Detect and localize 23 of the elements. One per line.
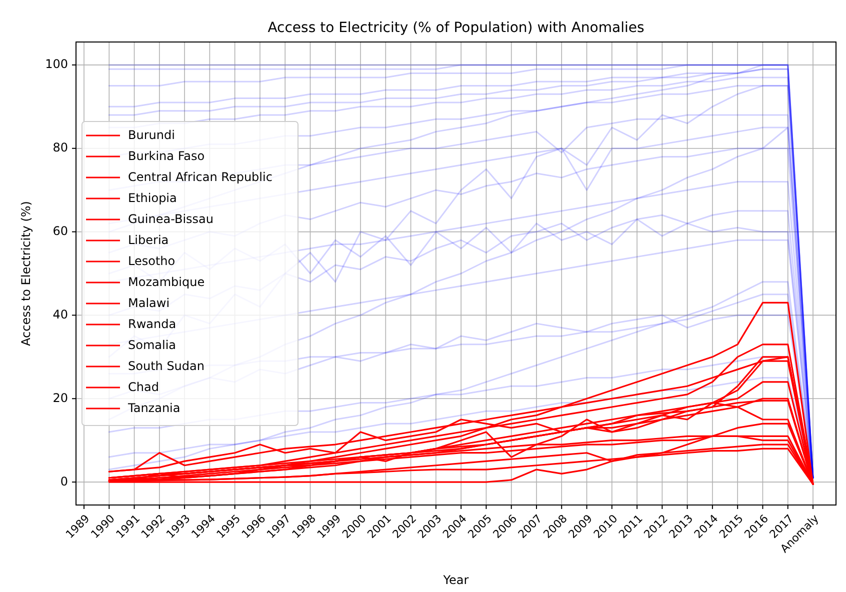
y-tick-label: 0 <box>60 474 68 488</box>
legend-label: Ethiopia <box>128 190 177 205</box>
y-tick-label: 60 <box>52 224 68 238</box>
legend-label: Guinea-Bissau <box>128 212 214 226</box>
legend-label: Mozambique <box>128 274 205 289</box>
legend-label: Malawi <box>128 296 170 310</box>
legend-label: Burundi <box>128 128 175 142</box>
chart-title: Access to Electricity (% of Population) with Anomalies <box>268 20 644 36</box>
y-axis-title: Access to Electricity (%) <box>19 201 33 346</box>
legend-label: South Sudan <box>128 358 204 373</box>
legend-label: Chad <box>128 380 159 394</box>
x-axis-title: Year <box>442 573 469 587</box>
legend-label: Burkina Faso <box>128 148 205 163</box>
y-tick-label: 100 <box>45 57 68 72</box>
legend-label: Somalia <box>128 338 176 352</box>
y-tick-label: 40 <box>52 307 68 322</box>
y-tick-label: 20 <box>52 390 68 405</box>
legend-label: Lesotho <box>128 254 176 268</box>
legend-label: Liberia <box>128 232 169 247</box>
y-tick-label: 80 <box>52 140 68 155</box>
legend-label: Tanzania <box>127 400 180 415</box>
legend-label: Central African Republic <box>128 170 272 184</box>
legend-label: Rwanda <box>128 316 176 331</box>
